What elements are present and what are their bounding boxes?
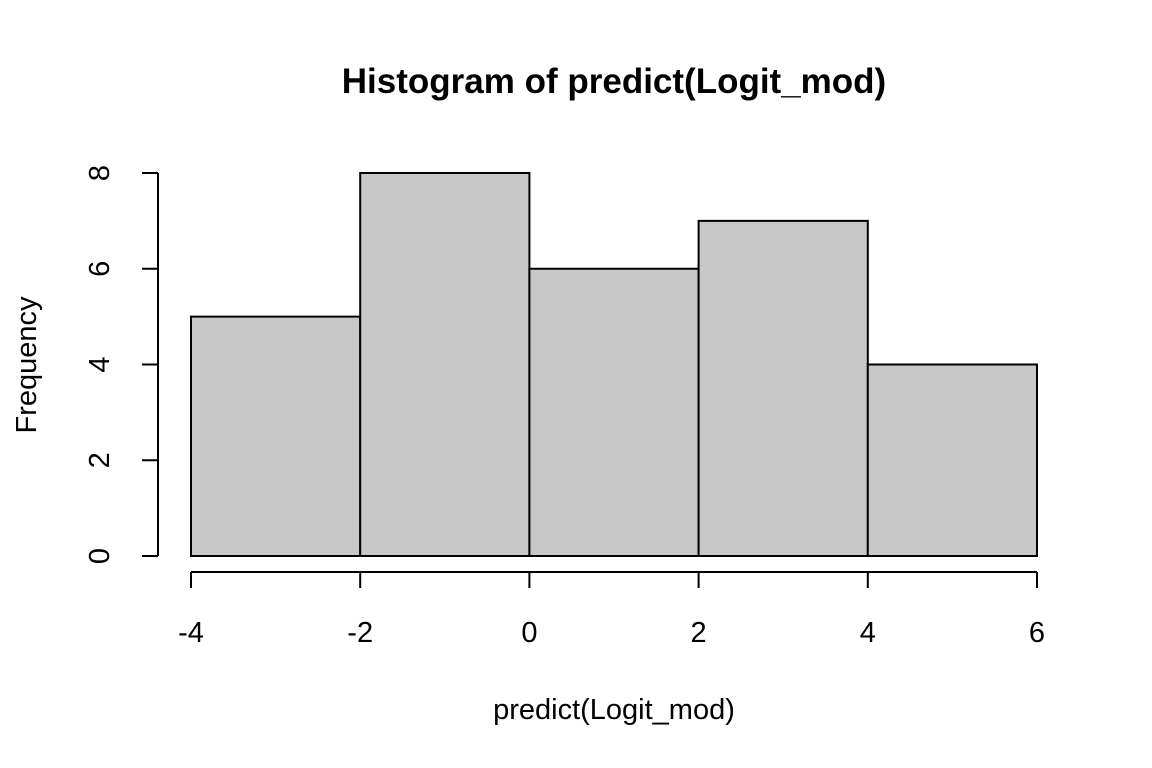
x-tick-label-5: 6 bbox=[1029, 617, 1045, 649]
y-tick-label-2: 4 bbox=[84, 356, 116, 372]
x-tick-label-0: -4 bbox=[178, 617, 204, 649]
y-tick-label-0: 0 bbox=[84, 548, 116, 564]
x-tick-label-4: 4 bbox=[860, 617, 876, 649]
histogram-bar-2 bbox=[528, 267, 700, 557]
chart-title: Histogram of predict(Logit_mod) bbox=[342, 62, 886, 101]
x-tick-label-1: -2 bbox=[347, 617, 373, 649]
y-tick-label-1: 2 bbox=[84, 452, 116, 468]
histogram-bar-0 bbox=[190, 315, 362, 557]
y-axis-title: Frequency bbox=[11, 296, 43, 434]
x-tick-label-2: 0 bbox=[521, 617, 537, 649]
y-axis: 0 2 4 6 8 bbox=[84, 165, 159, 564]
x-axis: -4 -2 0 2 4 6 bbox=[178, 571, 1045, 649]
bars-group bbox=[190, 172, 1038, 557]
histogram-bar-3 bbox=[697, 219, 869, 557]
y-tick-label-3: 6 bbox=[84, 261, 116, 277]
x-tick-label-3: 2 bbox=[691, 617, 707, 649]
histogram-bar-4 bbox=[866, 363, 1038, 557]
y-tick-label-4: 8 bbox=[84, 165, 116, 181]
histogram-bar-1 bbox=[359, 172, 531, 557]
x-axis-title: predict(Logit_mod) bbox=[493, 694, 735, 726]
